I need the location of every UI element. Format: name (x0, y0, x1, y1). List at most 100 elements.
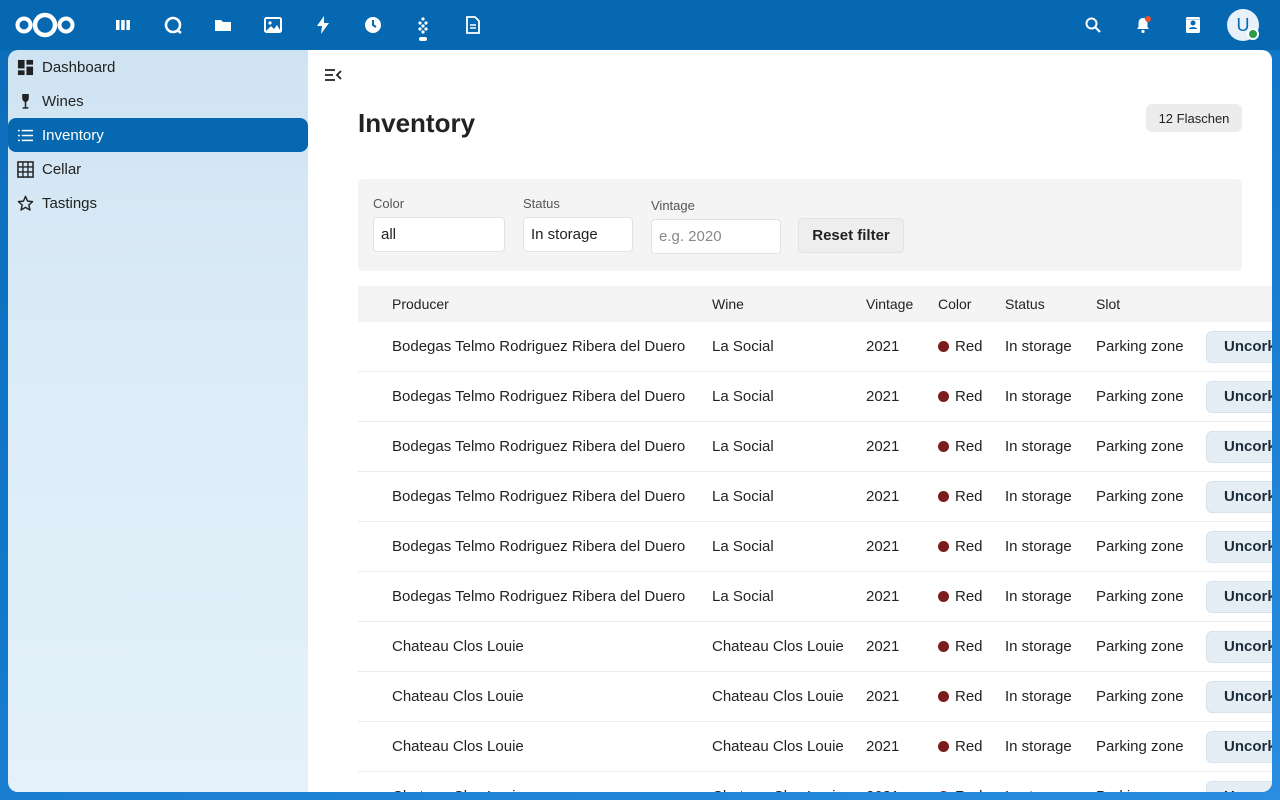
wine-cell: Chateau Clos Louie (712, 638, 844, 655)
uncork-button[interactable]: Uncork (1206, 630, 1272, 663)
producer-cell: Chateau Clos Louie (392, 638, 524, 655)
vintage-filter-label: Vintage (651, 198, 695, 213)
recent-app-icon[interactable] (358, 10, 388, 40)
wine-cell: La Social (712, 538, 774, 555)
vintage-cell: 2021 (866, 388, 900, 405)
star-icon (16, 194, 34, 212)
action-cell: Uncork (1206, 522, 1272, 571)
status-cell: In storage (1005, 388, 1072, 405)
table-row[interactable]: Chateau Clos Louie Chateau Clos Louie 2021… (358, 672, 1272, 722)
sidebar-item-cellar[interactable]: Cellar (8, 152, 308, 186)
talk-app-icon[interactable] (158, 10, 188, 40)
vintage-cell: 2021 (866, 738, 900, 755)
color-cell: Red (938, 422, 983, 471)
notifications-bell-icon[interactable] (1128, 10, 1158, 40)
contacts-icon[interactable] (1178, 10, 1208, 40)
wine-app-icon[interactable] (408, 10, 438, 40)
grid-icon (16, 160, 34, 178)
uncork-button[interactable]: Uncork (1206, 430, 1272, 463)
color-label: Red (955, 538, 983, 555)
sidebar-item-label: Tastings (42, 194, 98, 212)
table-row[interactable]: Chateau Clos Louie Chateau Clos Louie 2021… (358, 772, 1272, 792)
vintage-cell: 2021 (866, 538, 900, 555)
action-cell: Uncork (1206, 772, 1272, 792)
vintage-filter-input[interactable]: e.g. 2020 (651, 219, 781, 254)
search-icon[interactable] (1078, 10, 1108, 40)
table-row[interactable]: Chateau Clos Louie Chateau Clos Louie 2021… (358, 622, 1272, 672)
slot-cell: Parking zone (1096, 638, 1184, 655)
table-row[interactable]: Bodegas Telmo Rodriguez Ribera del Duero… (358, 322, 1272, 372)
uncork-button[interactable]: Uncork (1206, 380, 1272, 413)
wine-cell: Chateau Clos Louie (712, 688, 844, 705)
status-cell: In storage (1005, 638, 1072, 655)
activity-app-icon[interactable] (308, 10, 338, 40)
table-row[interactable]: Bodegas Telmo Rodriguez Ribera del Duero… (358, 572, 1272, 622)
column-header-vintage[interactable]: Vintage (866, 296, 914, 312)
producer-cell: Bodegas Telmo Rodriguez Ribera del Duero (392, 588, 686, 605)
uncork-button[interactable]: Uncork (1206, 330, 1272, 363)
column-header-slot[interactable]: Slot (1096, 296, 1121, 312)
producer-cell: Chateau Clos Louie (392, 738, 524, 755)
uncork-button[interactable]: Uncork (1206, 530, 1272, 563)
status-cell: In storage (1005, 772, 1072, 792)
table-header-row: Producer Wine Vintage Color Status Slot (358, 286, 1272, 322)
producer-cell: Bodegas Telmo Rodriguez Ribera del Duero (392, 438, 686, 455)
vintage-cell: 2021 (866, 688, 900, 705)
wine-cell: La Social (712, 438, 774, 455)
producer-cell: Bodegas Telmo Rodriguez Ribera del Duero (392, 488, 686, 505)
status-filter-select[interactable]: In storage (523, 217, 633, 252)
slot-cell: Parking zone (1096, 772, 1184, 792)
vintage-cell: 2021 (866, 438, 900, 455)
wine-glass-icon (16, 92, 34, 110)
vintage-cell: 2021 (866, 588, 900, 605)
color-cell: Red (938, 572, 983, 621)
sidebar-item-inventory[interactable]: Inventory (8, 118, 308, 152)
action-cell: Uncork (1206, 672, 1272, 721)
red-wine-dot-icon (938, 691, 949, 702)
uncork-button[interactable]: Uncork (1206, 680, 1272, 713)
red-wine-dot-icon (938, 741, 949, 752)
sidebar-item-dashboard[interactable]: Dashboard (8, 50, 308, 84)
status-cell: In storage (1005, 338, 1072, 355)
action-cell: Uncork (1206, 322, 1272, 371)
producer-cell: Bodegas Telmo Rodriguez Ribera del Duero (392, 388, 686, 405)
status-cell: In storage (1005, 588, 1072, 605)
table-row[interactable]: Bodegas Telmo Rodriguez Ribera del Duero… (358, 472, 1272, 522)
red-wine-dot-icon (938, 591, 949, 602)
wine-cell: La Social (712, 388, 774, 405)
color-label: Red (955, 788, 983, 792)
table-row[interactable]: Chateau Clos Louie Chateau Clos Louie 2021… (358, 722, 1272, 772)
photos-app-icon[interactable] (258, 10, 288, 40)
reset-filter-button[interactable]: Reset filter (798, 218, 904, 253)
color-label: Red (955, 638, 983, 655)
status-cell: In storage (1005, 438, 1072, 455)
sidebar-item-tastings[interactable]: Tastings (8, 186, 308, 220)
notes-app-icon[interactable] (458, 10, 488, 40)
dashboard-app-icon[interactable] (108, 10, 138, 40)
column-header-color[interactable]: Color (938, 296, 972, 312)
status-cell: In storage (1005, 538, 1072, 555)
table-row[interactable]: Bodegas Telmo Rodriguez Ribera del Duero… (358, 422, 1272, 472)
files-app-icon[interactable] (208, 10, 238, 40)
column-header-producer[interactable]: Producer (392, 296, 449, 312)
sidebar-item-wines[interactable]: Wines (8, 84, 308, 118)
color-cell: Red (938, 522, 983, 571)
color-cell: Red (938, 472, 983, 521)
top-header: U (0, 0, 1280, 50)
color-label: Red (955, 738, 983, 755)
table-row[interactable]: Bodegas Telmo Rodriguez Ribera del Duero… (358, 522, 1272, 572)
column-header-status[interactable]: Status (1005, 296, 1045, 312)
uncork-button[interactable]: Uncork (1206, 480, 1272, 513)
uncork-button[interactable]: Uncork (1206, 780, 1272, 792)
vintage-cell: 2021 (866, 638, 900, 655)
table-row[interactable]: Bodegas Telmo Rodriguez Ribera del Duero… (358, 372, 1272, 422)
nextcloud-logo[interactable] (14, 11, 76, 39)
uncork-button[interactable]: Uncork (1206, 580, 1272, 613)
column-header-wine[interactable]: Wine (712, 296, 744, 312)
toggle-sidebar-icon[interactable] (324, 67, 344, 83)
app-content: Inventory 12 Flaschen Color all Status I… (308, 50, 1272, 792)
app-navigation: Dashboard Wines Inventory Cellar Tasting… (8, 50, 308, 792)
slot-cell: Parking zone (1096, 688, 1184, 705)
color-filter-select[interactable]: all (373, 217, 505, 252)
uncork-button[interactable]: Uncork (1206, 730, 1272, 763)
